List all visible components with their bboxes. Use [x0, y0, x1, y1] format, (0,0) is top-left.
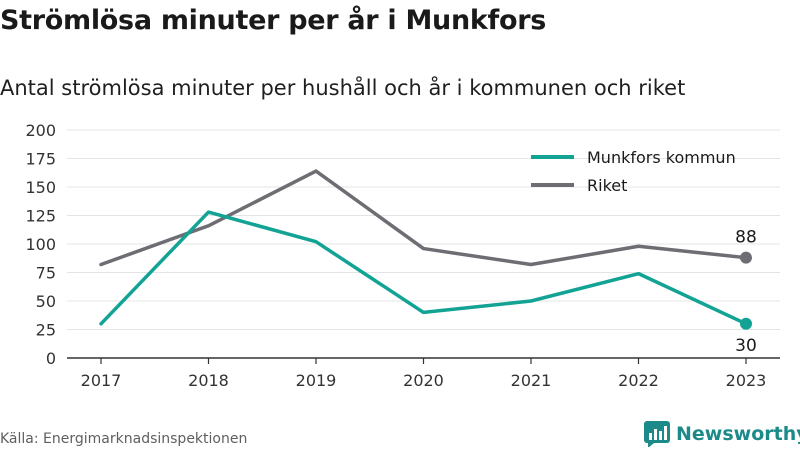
- x-tick-label: 2020: [403, 371, 444, 390]
- x-tick-label: 2018: [188, 371, 229, 390]
- newsworthy-logo-icon: [644, 421, 670, 447]
- data-label: 88: [735, 228, 757, 248]
- x-tick-label: 2017: [81, 371, 122, 390]
- x-tick-label: 2023: [726, 371, 767, 390]
- x-tick-label: 2022: [618, 371, 659, 390]
- series-end-point: [740, 317, 752, 330]
- x-tick-label: 2019: [296, 371, 337, 390]
- y-tick-label: 150: [25, 178, 56, 197]
- series-end-point: [740, 251, 752, 264]
- y-tick-label: 125: [25, 207, 56, 226]
- data-label: 30: [735, 336, 757, 356]
- legend-label: Munkfors kommun: [587, 148, 736, 167]
- y-tick-label: 75: [36, 264, 56, 283]
- legend-label: Riket: [587, 176, 627, 195]
- y-tick-label: 50: [36, 292, 56, 311]
- chart-title: Strömlösa minuter per år i Munkfors: [0, 5, 547, 36]
- y-tick-label: 25: [36, 321, 56, 340]
- brand-name: Newsworthy: [676, 423, 800, 445]
- y-tick-label: 0: [46, 349, 56, 368]
- series-line: [99, 210, 748, 326]
- y-tick-label: 200: [25, 121, 56, 140]
- series-line: [99, 169, 748, 267]
- y-tick-label: 100: [25, 235, 56, 254]
- x-tick-label: 2021: [511, 371, 552, 390]
- chart-subtitle: Antal strömlösa minuter per hushåll och …: [0, 76, 686, 100]
- source-note: Källa: Energimarknadsinspektionen: [0, 431, 248, 447]
- y-tick-label: 175: [25, 150, 56, 169]
- brand-logo[interactable]: Newsworthy: [644, 421, 800, 447]
